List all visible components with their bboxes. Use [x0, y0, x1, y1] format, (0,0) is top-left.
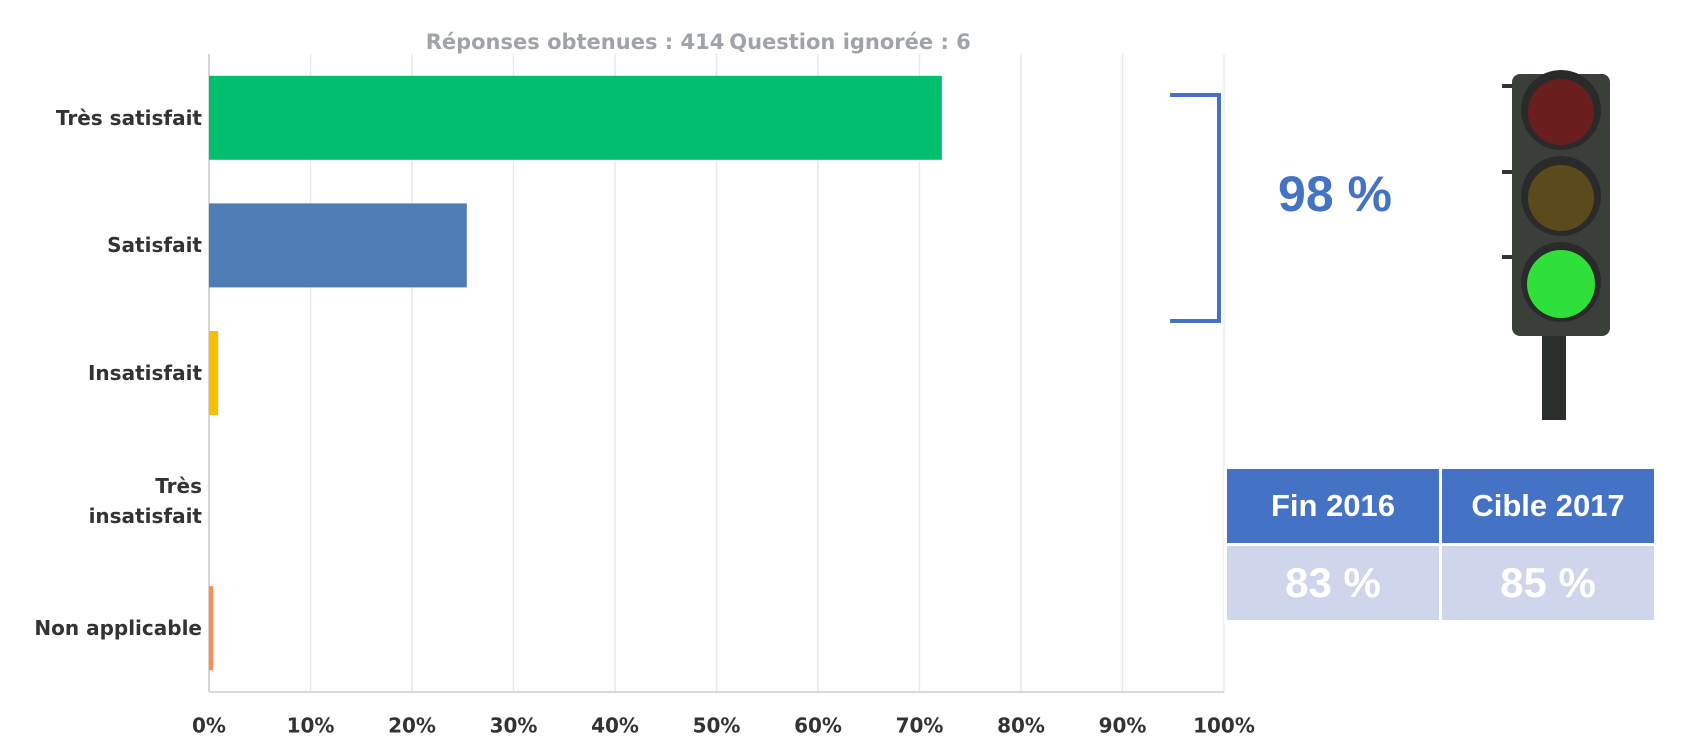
table-header: Fin 2016	[1224, 466, 1442, 546]
x-tick-label: 20%	[388, 714, 436, 738]
bar	[209, 586, 214, 671]
x-tick-label: 100%	[1193, 714, 1255, 738]
x-tick-label: 90%	[1099, 714, 1147, 738]
y-tick-label: Très satisfait	[55, 105, 202, 130]
table-header: Cible 2017	[1439, 466, 1657, 546]
bracket	[1170, 93, 1221, 323]
y-tick-label: Insatisfait	[87, 361, 202, 385]
y-tick-label: Très insatisfait	[88, 473, 202, 528]
subtitle: Question ignorée : 6	[729, 30, 971, 54]
x-tick-label: 10%	[287, 714, 335, 738]
bar	[209, 75, 942, 160]
annotation: 98 %	[1278, 166, 1392, 222]
bar	[209, 203, 467, 288]
x-tick-label: 70%	[896, 714, 944, 738]
bar	[209, 331, 219, 415]
x-tick-label: 0%	[192, 714, 226, 738]
traffic-light	[1502, 70, 1610, 420]
table-cell: 85 %	[1439, 543, 1657, 623]
table-cell: 83 %	[1224, 543, 1442, 623]
x-tick-label: 80%	[997, 714, 1045, 738]
target-table: Fin 2016 Cible 2017 83 % 85 %	[1224, 466, 1657, 623]
y-tick-label: Non applicable	[34, 616, 202, 641]
x-tick-label: 40%	[591, 714, 639, 738]
y-tick-label: Satisfait	[107, 233, 202, 258]
x-tick-label: 50%	[693, 714, 741, 738]
x-tick-label: 60%	[794, 714, 842, 738]
subtitle: Réponses obtenues : 414	[426, 30, 725, 54]
x-tick-label: 30%	[490, 714, 538, 738]
